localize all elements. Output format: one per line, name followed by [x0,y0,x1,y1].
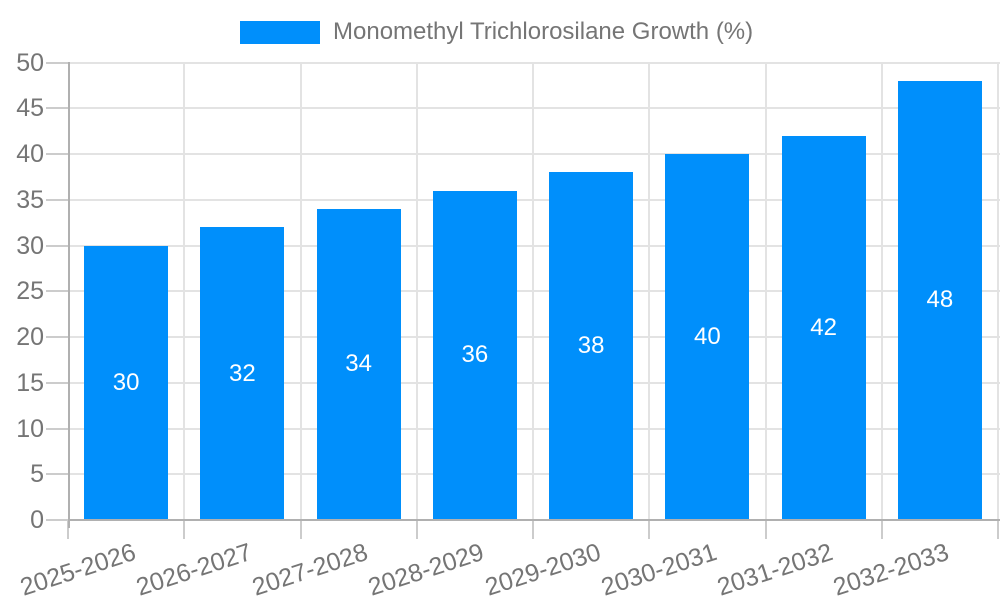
y-axis-tick [46,244,68,247]
y-axis-tick [46,198,68,201]
x-axis-tick [183,521,186,539]
x-axis-tick [415,521,418,539]
bar[interactable]: 32 [200,227,285,520]
bar-value-label: 48 [926,286,954,314]
y-axis-tick [46,153,68,155]
bar-value-label: 34 [345,350,372,378]
x-axis-label: 2026-2027 [132,538,256,600]
y-axis-label: 15 [16,368,44,397]
bar[interactable]: 36 [432,190,517,520]
bar[interactable]: 48 [897,80,982,520]
x-axis-tick [67,521,69,539]
y-axis-tick [46,61,68,64]
gridline-vertical [183,62,186,520]
y-axis-tick [46,107,68,110]
gridline-vertical [997,62,999,520]
legend-swatch [240,20,320,44]
y-axis-tick [46,290,68,293]
bar-value-label: 36 [461,341,489,369]
bar-value-label: 38 [577,332,605,360]
bar[interactable]: 42 [781,135,866,520]
bar[interactable]: 38 [549,172,634,520]
y-axis-tick [46,336,68,338]
x-axis-tick [880,521,883,539]
x-axis-label: 2025-2026 [16,538,139,600]
gridline-horizontal [70,336,1000,338]
gridline-vertical [648,62,651,520]
bar-value-label: 32 [229,359,256,387]
gridline-horizontal [70,107,1000,110]
gridline-vertical [764,62,767,520]
y-axis-label: 10 [16,414,44,443]
y-axis-label: 35 [16,185,44,214]
x-axis-tick [532,521,534,539]
gridline-horizontal [70,61,1000,64]
y-axis-label: 45 [16,94,44,123]
gridline-horizontal [70,473,1000,476]
legend-label: Monomethyl Trichlorosilane Growth (%) [333,18,754,45]
x-axis-label: 2030-2031 [597,538,721,600]
gridline-vertical [299,62,302,520]
bar-value-label: 30 [112,368,140,396]
gridline-horizontal [70,381,1000,384]
bar[interactable]: 40 [665,154,750,520]
y-axis-label: 5 [30,460,44,489]
x-axis-label: 2029-2030 [481,538,604,600]
y-axis-label: 0 [30,506,44,534]
bar[interactable]: 34 [316,208,401,520]
bar-value-label: 40 [694,323,721,350]
gridline-horizontal [70,244,1000,247]
gridline-horizontal [70,198,1000,201]
bar-value-label: 42 [810,313,837,341]
x-axis-tick [764,521,767,539]
y-axis-tick [46,427,68,430]
x-axis-label: 2027-2028 [248,538,372,600]
x-axis-label: 2031-2032 [713,538,837,600]
bar[interactable]: 30 [84,245,169,520]
x-axis-tick [997,521,999,539]
gridline-horizontal [70,290,1000,293]
y-axis-tick [46,381,68,384]
legend-item[interactable]: Monomethyl Trichlorosilane Growth (%) [240,18,753,46]
y-axis-line [68,62,70,528]
y-axis-label: 25 [16,277,44,306]
y-axis-label: 50 [16,48,44,77]
x-axis-line [68,519,1000,521]
y-axis-label: 30 [16,231,44,260]
x-axis-tick [299,521,302,539]
y-axis-label: 40 [16,140,44,168]
gridline-vertical [415,62,418,520]
gridline-vertical [880,62,883,520]
y-axis-label: 20 [16,323,44,351]
x-axis-label: 2032-2033 [830,538,953,600]
x-axis-label: 2028-2029 [365,538,488,600]
gridline-horizontal [70,427,1000,430]
y-axis-tick [46,519,68,521]
x-axis-tick [648,521,651,539]
gridline-vertical [532,62,534,520]
gridline-horizontal [70,153,1000,155]
y-axis-tick [46,473,68,476]
